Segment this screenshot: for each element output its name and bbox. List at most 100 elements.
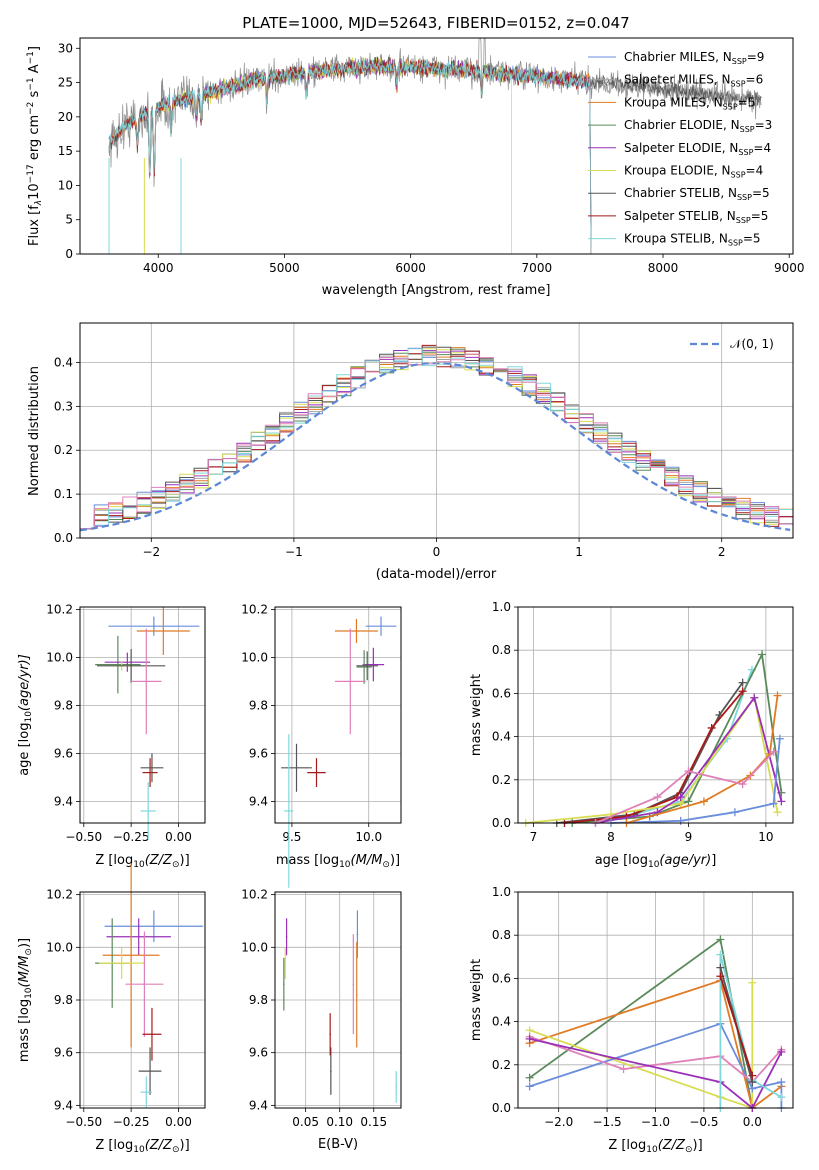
wz-line [529, 1038, 783, 1110]
wz-xtick-label: −0.5 [689, 1115, 718, 1129]
mage-point [295, 767, 298, 769]
wage-line [626, 695, 779, 824]
wz-ytick-label: 0.2 [492, 1058, 511, 1072]
wage-marker [769, 799, 778, 808]
zage-ytick-label: 9.6 [54, 746, 73, 760]
wz-ylabel: mass weight [469, 959, 484, 1041]
zage-point [162, 630, 165, 632]
spectrum-legend: Chabrier MILES, NSSP=9 Salpeter MILES, NS… [588, 50, 772, 248]
residual-legend: 𝒩(0, 1) [690, 337, 774, 351]
mass-metallicity-xlabel: Z [log10(Z/Z⊙)] [95, 1138, 189, 1155]
mage-ytick-label: 10.0 [241, 650, 268, 664]
zm-ytick-label: 9.8 [54, 993, 73, 1007]
em-point [352, 983, 355, 985]
residual-panel: −2 −1 0 1 2 0.0 0.1 0.2 0.3 0.4 (data-model)/erro… [27, 322, 794, 582]
wage-marker [684, 797, 693, 806]
zage-ytick-label: 10.2 [46, 602, 73, 616]
spectrum-ytick-label: 20 [58, 110, 73, 124]
wage-marker [777, 797, 786, 806]
em-ytick-label: 9.6 [249, 1046, 268, 1060]
wz-ytick-label: 0.8 [492, 928, 511, 942]
residual-xlabel: (data-model)/error [376, 567, 497, 582]
wz-marker [777, 1093, 786, 1102]
wage-marker [738, 678, 747, 687]
legend-label: Salpeter ELODIE, NSSP=4 [624, 141, 771, 157]
wage-line [564, 669, 753, 824]
wage-line [556, 682, 744, 824]
legend-label: Chabrier MILES, NSSP=9 [624, 50, 764, 66]
spectrum-ytick-label: 30 [58, 41, 73, 55]
wage-ytick-label: 1.0 [492, 600, 511, 614]
wage-marker [773, 808, 782, 817]
wz-ytick-label: 0.4 [492, 1015, 511, 1029]
spectrum-ticks: 4000 5000 6000 7000 8000 9000 0 5 10 15 20 25 30 [58, 41, 805, 275]
spectrum-ytick-label: 25 [58, 76, 73, 90]
spectrum-xtick-label: 4000 [143, 261, 174, 275]
legend-label: Chabrier STELIB, NSSP=5 [624, 186, 770, 202]
zage-ytick-label: 9.4 [54, 794, 73, 808]
wz-marker [619, 1065, 628, 1074]
spectrum-xtick-label: 8000 [648, 261, 679, 275]
zage-xtick-label: 0.00 [165, 830, 192, 844]
zm-xtick-label: 0.00 [165, 1115, 192, 1129]
zage-point [151, 767, 153, 769]
mage-xtick-label: 9.5 [282, 830, 301, 844]
zm-point [130, 954, 132, 957]
wz-marker [716, 935, 725, 944]
zm-xtick-label: −0.25 [113, 1115, 150, 1129]
zm-point [145, 1091, 148, 1093]
wage-xtick-label: 9 [685, 830, 693, 844]
mass-vs-metallicity-panel: −0.50 −0.25 0.00 9.4 9.6 9.8 10.0 10.2 Z [log10(… [17, 863, 206, 1155]
wage-marker [769, 747, 778, 756]
legend-label: Salpeter STELIB, NSSP=5 [624, 209, 768, 225]
spectrum-xtick-label: 9000 [774, 261, 805, 275]
wage-ytick-label: 0.4 [492, 730, 511, 744]
spectrum-xlabel: wavelength [Angstrom, rest frame] [322, 283, 551, 298]
mage-frame [274, 606, 402, 824]
normal-legend-label: 𝒩(0, 1) [730, 337, 774, 351]
wage-marker [775, 734, 784, 743]
zm-point [149, 1070, 151, 1072]
zm-frame [79, 891, 206, 1109]
wz-frame [517, 891, 794, 1109]
wz-line [529, 979, 782, 1110]
wz-line [719, 954, 782, 1108]
wz-marker [525, 1034, 534, 1043]
age-vs-mass-panel: 9.5 10.0 9.4 9.6 9.8 10.0 10.2 mass [log10(M/M⊙… [241, 602, 402, 888]
normal-distribution-curve [79, 361, 791, 532]
zage-point [153, 625, 155, 627]
wage-marker [773, 691, 782, 700]
wz-marker [748, 978, 757, 987]
residual-xtick-label: −2 [142, 545, 160, 559]
age-metallicity-ylabel: age [log10(age/yr)] [17, 654, 34, 776]
wz-xtick-label: −1.5 [593, 1115, 622, 1129]
em-ytick-label: 9.8 [249, 993, 268, 1007]
age-vs-metallicity-panel: −0.50 −0.25 0.00 9.4 9.6 9.8 10.0 10.2 Z [log10(… [17, 602, 206, 870]
em-point [395, 1086, 398, 1088]
spectrum-xtick-label: 5000 [269, 261, 300, 275]
residual-ytick-label: 0.0 [54, 531, 73, 545]
spectrum-xtick-label: 6000 [395, 261, 426, 275]
zage-xtick-label: −0.25 [113, 830, 150, 844]
em-point [355, 993, 358, 996]
wz-marker [716, 972, 725, 981]
zm-ytick-label: 9.6 [54, 1046, 73, 1060]
em-ytick-label: 10.0 [241, 940, 268, 954]
zm-point [153, 925, 155, 928]
em-point [329, 1033, 331, 1036]
wage-ylabel: mass weight [469, 674, 484, 756]
wage-frame [517, 606, 794, 824]
residual-xtick-label: 1 [575, 545, 583, 559]
zm-point [143, 983, 146, 985]
zage-point [145, 680, 148, 683]
mass-metallicity-ylabel: mass [log10(M/M⊙)] [17, 938, 34, 1062]
weight-vs-age-panel: 7 8 9 10 0.0 0.2 0.4 0.6 0.8 1.0 age [log10(age/yr… [469, 600, 794, 870]
wage-marker [653, 793, 662, 802]
wz-marker [777, 1047, 786, 1056]
legend-label: Kroupa STELIB, NSSP=5 [624, 232, 761, 248]
zm-ytick-label: 9.4 [54, 1098, 73, 1112]
em-point [330, 1070, 332, 1072]
wage-marker [750, 693, 759, 702]
mage-ytick-label: 9.4 [249, 794, 268, 808]
wage-marker [699, 797, 708, 806]
